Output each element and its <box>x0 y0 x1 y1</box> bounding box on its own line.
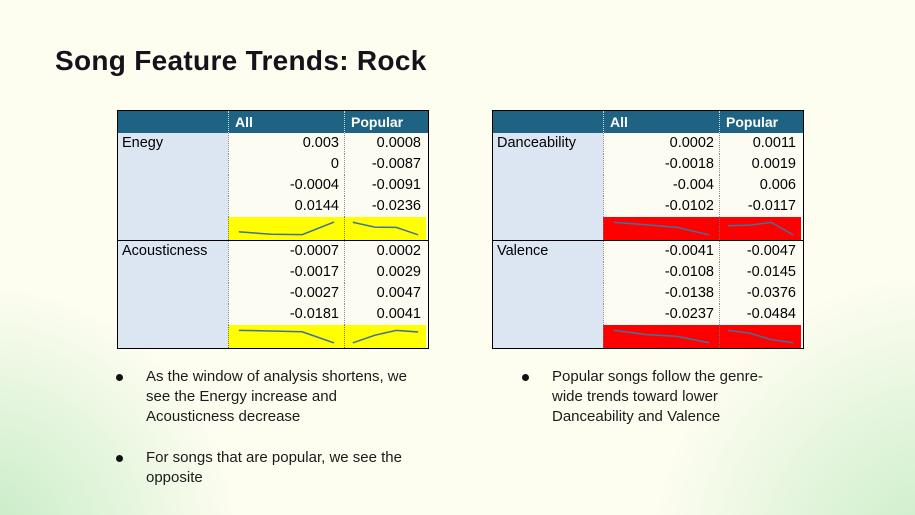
sparkline-cell <box>603 325 719 348</box>
note-text: Popular songs follow the genre-wide tren… <box>552 368 763 425</box>
value-cell: -0.0018 <box>603 154 719 175</box>
value-cell: -0.0041 <box>603 241 719 262</box>
value-cell: -0.004 <box>603 175 719 196</box>
header-corner-cell <box>118 111 228 133</box>
sparkline-cell <box>603 217 719 240</box>
header-cell-popular: Popular <box>719 111 801 133</box>
feature-section-acousticness: Acousticness -0.0007 0.0002 -0.0017 0.00… <box>118 240 428 348</box>
note-item: As the window of analysis shortens, we s… <box>112 367 412 427</box>
note-item: For songs that are popular, we see the o… <box>112 448 412 488</box>
sparkline-chart <box>727 221 794 236</box>
value-cell: -0.0091 <box>344 175 426 196</box>
value-cell: -0.0376 <box>719 283 801 304</box>
sparkline-cell <box>228 217 344 240</box>
value-cell: -0.0237 <box>603 304 719 325</box>
header-corner-cell <box>493 111 603 133</box>
value-cell: -0.0181 <box>228 304 344 325</box>
notes-right: Popular songs follow the genre-wide tren… <box>518 367 780 448</box>
note-text: As the window of analysis shortens, we s… <box>146 368 407 425</box>
sparkline-cell <box>228 325 344 348</box>
sparkline-chart <box>352 329 419 344</box>
value-cell: -0.0138 <box>603 283 719 304</box>
value-cell: 0.003 <box>228 133 344 154</box>
sparkline-chart <box>352 221 419 236</box>
value-cell: 0.0144 <box>228 196 344 217</box>
note-item: Popular songs follow the genre-wide tren… <box>518 367 780 427</box>
feature-section-valence: Valence -0.0041 -0.0047 -0.0108 -0.0145 … <box>493 240 803 348</box>
table-header-row: All Popular <box>493 111 803 133</box>
value-cell: -0.0102 <box>603 196 719 217</box>
sparkline-cell <box>344 217 426 240</box>
value-cell: 0.0011 <box>719 133 801 154</box>
feature-label: Enegy <box>118 133 228 240</box>
bullet-icon <box>522 374 529 381</box>
value-cell: -0.0484 <box>719 304 801 325</box>
sparkline-chart <box>238 329 335 344</box>
sparkline-chart <box>613 221 710 236</box>
value-cell: 0.0002 <box>344 241 426 262</box>
value-cell: 0.0041 <box>344 304 426 325</box>
feature-section-danceability: Danceability 0.0002 0.0011 -0.0018 0.001… <box>493 133 803 240</box>
header-cell-all: All <box>228 111 344 133</box>
slide-title: Song Feature Trends: Rock <box>55 45 427 76</box>
sparkline-cell <box>344 325 426 348</box>
value-cell: -0.0117 <box>719 196 801 217</box>
feature-label: Valence <box>493 241 603 348</box>
feature-label: Acousticness <box>118 241 228 348</box>
value-cell: 0.0008 <box>344 133 426 154</box>
bullet-icon <box>116 374 123 381</box>
value-cell: -0.0027 <box>228 283 344 304</box>
sparkline-chart <box>727 329 794 344</box>
feature-table-danceability-valence: All Popular Danceability 0.0002 0.0011 -… <box>492 110 804 349</box>
value-cell: 0.006 <box>719 175 801 196</box>
feature-table-energy-acousticness: All Popular Enegy 0.003 0.0008 0 -0.0087… <box>117 110 429 349</box>
value-cell: 0 <box>228 154 344 175</box>
value-cell: 0.0029 <box>344 262 426 283</box>
feature-label: Danceability <box>493 133 603 240</box>
value-cell: -0.0087 <box>344 154 426 175</box>
value-cell: -0.0108 <box>603 262 719 283</box>
value-cell: -0.0236 <box>344 196 426 217</box>
note-text: For songs that are popular, we see the o… <box>146 449 402 486</box>
sparkline-chart <box>613 329 710 344</box>
value-cell: -0.0145 <box>719 262 801 283</box>
table-header-row: All Popular <box>118 111 428 133</box>
sparkline-chart <box>238 221 335 236</box>
value-cell: -0.0017 <box>228 262 344 283</box>
value-cell: 0.0047 <box>344 283 426 304</box>
value-cell: -0.0004 <box>228 175 344 196</box>
value-cell: -0.0047 <box>719 241 801 262</box>
notes-left: As the window of analysis shortens, we s… <box>112 367 412 509</box>
feature-section-energy: Enegy 0.003 0.0008 0 -0.0087 -0.0004 -0.… <box>118 133 428 240</box>
value-cell: -0.0007 <box>228 241 344 262</box>
sparkline-cell <box>719 325 801 348</box>
header-cell-popular: Popular <box>344 111 426 133</box>
header-cell-all: All <box>603 111 719 133</box>
sparkline-cell <box>719 217 801 240</box>
value-cell: 0.0002 <box>603 133 719 154</box>
bullet-icon <box>116 455 123 462</box>
value-cell: 0.0019 <box>719 154 801 175</box>
